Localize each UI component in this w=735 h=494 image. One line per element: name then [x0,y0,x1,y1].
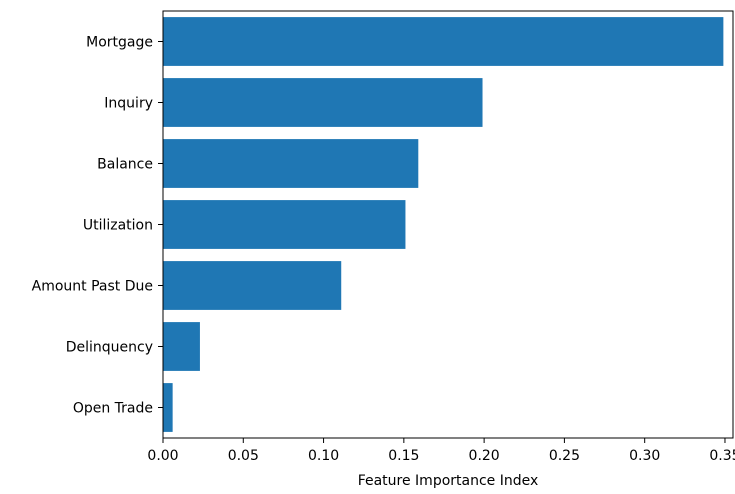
y-tick-label: Balance [97,157,153,173]
x-tick-label: 0.15 [388,448,419,464]
x-axis-ticks: 0.00 0.05 0.10 0.15 0.20 0.25 0.30 0.35 [147,438,735,464]
bar-inquiry [163,78,483,127]
bar-balance [163,139,419,188]
bar-utilization [163,200,406,249]
y-axis-ticks: Mortgage Inquiry Balance Utilization Amount … [32,35,163,417]
bar-mortgage [163,17,724,66]
plot-frame [162,10,734,439]
x-tick-label: 0.25 [549,448,580,464]
bar-delinquency [163,322,200,371]
y-tick-label: Inquiry [104,96,153,112]
y-tick-label: Amount Past Due [32,279,153,295]
bars-group [163,17,724,432]
x-tick-label: 0.00 [147,448,178,464]
y-tick-label: Mortgage [86,35,153,51]
bar-open-trade [163,383,173,432]
y-tick-label: Open Trade [73,401,153,417]
x-tick-label: 0.30 [629,448,660,464]
x-tick-label: 0.20 [469,448,500,464]
x-tick-label: 0.05 [228,448,259,464]
y-tick-label: Utilization [83,218,153,234]
y-tick-label: Delinquency [66,340,153,356]
x-axis-label: Feature Importance Index [358,473,539,489]
x-tick-label: 0.35 [709,448,735,464]
x-tick-label: 0.10 [308,448,339,464]
bar-amount-past-due [163,261,342,310]
